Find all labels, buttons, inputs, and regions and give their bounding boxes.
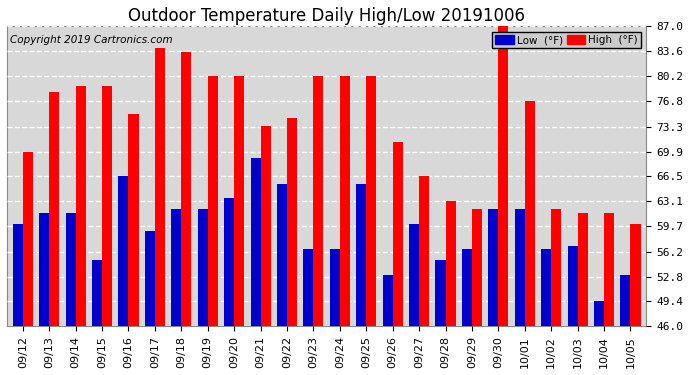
Bar [261,126,270,326]
Bar [171,209,181,326]
Bar [330,249,340,326]
Bar [541,249,551,326]
Bar [366,76,376,326]
Bar [39,213,49,326]
Bar [409,224,419,326]
Bar [631,224,640,326]
Bar [12,224,23,326]
Bar [578,213,588,326]
Bar [208,76,218,326]
Bar [446,201,455,326]
Bar [525,101,535,326]
Bar [489,209,498,326]
Bar [393,142,403,326]
Bar [145,231,155,326]
Bar [304,249,313,326]
Bar [498,27,509,326]
Bar [435,260,446,326]
Bar [515,209,525,326]
Bar [23,152,33,326]
Bar [277,184,287,326]
Bar [234,76,244,326]
Bar [383,275,393,326]
Bar [340,76,350,326]
Bar [250,158,261,326]
Text: Copyright 2019 Cartronics.com: Copyright 2019 Cartronics.com [10,36,172,45]
Bar [76,87,86,326]
Bar [128,114,139,326]
Bar [356,184,366,326]
Bar [92,260,102,326]
Bar [66,213,76,326]
Bar [620,275,631,326]
Bar [155,48,165,326]
Bar [181,52,191,326]
Bar [568,246,578,326]
Bar [224,198,234,326]
Bar [594,301,604,326]
Bar [49,92,59,326]
Bar [313,76,324,326]
Bar [551,209,561,326]
Bar [287,118,297,326]
Title: Outdoor Temperature Daily High/Low 20191006: Outdoor Temperature Daily High/Low 20191… [128,7,525,25]
Bar [472,209,482,326]
Bar [419,176,429,326]
Legend: Low  (°F), High  (°F): Low (°F), High (°F) [492,32,641,48]
Bar [462,249,472,326]
Bar [604,213,614,326]
Bar [119,176,128,326]
Bar [102,87,112,326]
Bar [198,209,208,326]
